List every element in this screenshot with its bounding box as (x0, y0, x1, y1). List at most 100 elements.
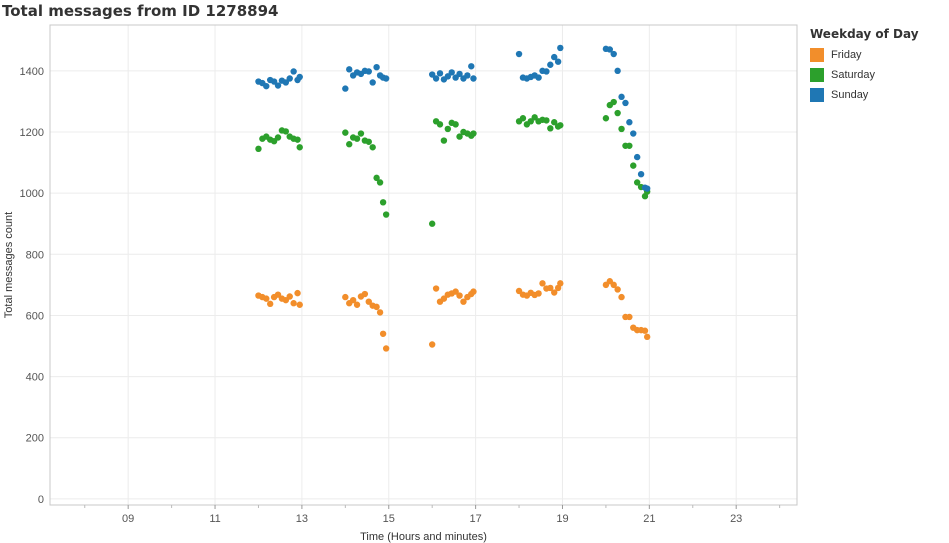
data-point-friday[interactable] (290, 300, 297, 307)
data-point-saturday[interactable] (346, 141, 353, 148)
data-point-saturday[interactable] (630, 162, 637, 169)
data-point-sunday[interactable] (456, 70, 463, 78)
data-point-saturday[interactable] (382, 211, 390, 218)
data-point-saturday[interactable] (519, 115, 527, 122)
data-point-friday[interactable] (539, 280, 546, 287)
data-point-saturday[interactable] (444, 125, 452, 133)
data-point-friday[interactable] (626, 313, 633, 321)
data-point-friday[interactable] (286, 293, 293, 300)
data-point-friday[interactable] (452, 288, 459, 295)
data-point-sunday[interactable] (626, 119, 633, 126)
data-point-sunday[interactable] (436, 70, 444, 77)
data-point-saturday[interactable] (547, 125, 554, 132)
data-point-saturday[interactable] (357, 130, 365, 137)
data-point-sunday[interactable] (610, 50, 617, 58)
data-point-friday[interactable] (547, 284, 554, 292)
data-point-sunday[interactable] (515, 50, 523, 58)
data-point-friday[interactable] (460, 298, 467, 305)
data-point-saturday[interactable] (440, 137, 448, 144)
data-point-saturday[interactable] (365, 138, 372, 145)
data-point-saturday[interactable] (436, 121, 444, 128)
data-point-sunday[interactable] (296, 73, 303, 81)
data-point-friday[interactable] (610, 281, 617, 289)
data-point-sunday[interactable] (614, 67, 621, 75)
data-point-saturday[interactable] (543, 117, 550, 124)
data-point-saturday[interactable] (626, 142, 633, 149)
data-point-saturday[interactable] (614, 109, 621, 117)
data-point-friday[interactable] (428, 341, 436, 348)
data-point-saturday[interactable] (557, 122, 564, 129)
data-point-friday[interactable] (382, 345, 390, 352)
data-point-friday[interactable] (456, 292, 463, 299)
data-point-friday[interactable] (470, 288, 477, 295)
data-point-saturday[interactable] (452, 121, 459, 128)
data-point-saturday[interactable] (428, 220, 436, 227)
data-point-friday[interactable] (618, 293, 625, 301)
data-point-sunday[interactable] (346, 66, 353, 73)
data-point-sunday[interactable] (428, 71, 436, 78)
data-point-friday[interactable] (379, 330, 387, 337)
data-point-saturday[interactable] (618, 125, 625, 133)
data-point-saturday[interactable] (610, 98, 617, 106)
data-point-saturday[interactable] (379, 199, 387, 206)
data-point-friday[interactable] (296, 301, 303, 308)
data-point-sunday[interactable] (444, 73, 452, 80)
data-point-saturday[interactable] (296, 144, 303, 151)
data-point-sunday[interactable] (270, 78, 278, 85)
data-point-friday[interactable] (643, 333, 651, 341)
data-point-friday[interactable] (365, 298, 372, 305)
data-point-saturday[interactable] (373, 174, 380, 182)
data-point-friday[interactable] (535, 290, 542, 297)
data-point-friday[interactable] (557, 280, 564, 287)
data-point-sunday[interactable] (543, 68, 550, 75)
data-point-saturday[interactable] (456, 133, 463, 140)
data-point-saturday[interactable] (527, 118, 534, 125)
data-point-sunday[interactable] (535, 74, 542, 81)
data-point-sunday[interactable] (470, 75, 477, 82)
data-point-friday[interactable] (614, 286, 621, 293)
data-point-saturday[interactable] (353, 135, 361, 142)
data-point-friday[interactable] (263, 295, 270, 302)
data-point-friday[interactable] (440, 295, 448, 302)
legend-item-friday[interactable]: Friday (810, 45, 919, 65)
data-point-sunday[interactable] (382, 75, 390, 82)
legend-item-saturday[interactable]: Saturday (810, 65, 919, 85)
data-point-saturday[interactable] (470, 130, 477, 137)
data-point-sunday[interactable] (365, 68, 372, 75)
data-point-sunday[interactable] (373, 63, 380, 71)
data-point-friday[interactable] (342, 293, 349, 301)
data-point-saturday[interactable] (274, 134, 282, 141)
data-point-sunday[interactable] (547, 61, 554, 68)
data-point-sunday[interactable] (618, 93, 625, 101)
data-point-sunday[interactable] (643, 185, 651, 192)
data-point-friday[interactable] (376, 309, 384, 316)
data-point-sunday[interactable] (369, 79, 376, 86)
data-point-saturday[interactable] (282, 128, 290, 135)
data-point-friday[interactable] (266, 300, 274, 308)
data-point-sunday[interactable] (637, 170, 645, 178)
data-point-saturday[interactable] (294, 136, 301, 143)
data-point-saturday[interactable] (602, 115, 610, 122)
data-point-friday[interactable] (349, 296, 357, 304)
data-point-saturday[interactable] (369, 144, 376, 151)
data-point-friday[interactable] (641, 327, 649, 334)
data-point-friday[interactable] (361, 290, 369, 298)
data-point-sunday[interactable] (448, 69, 455, 76)
data-point-saturday[interactable] (551, 119, 558, 126)
data-point-sunday[interactable] (554, 58, 562, 65)
data-point-sunday[interactable] (557, 44, 564, 52)
data-point-saturday[interactable] (376, 179, 384, 186)
data-point-sunday[interactable] (606, 46, 614, 53)
data-point-sunday[interactable] (290, 68, 297, 75)
data-point-sunday[interactable] (630, 130, 637, 137)
data-point-sunday[interactable] (432, 75, 440, 82)
data-point-sunday[interactable] (286, 75, 293, 82)
data-point-saturday[interactable] (255, 145, 262, 153)
data-point-friday[interactable] (353, 301, 361, 308)
data-point-saturday[interactable] (633, 179, 641, 186)
legend-item-sunday[interactable]: Sunday (810, 85, 919, 105)
data-point-sunday[interactable] (551, 53, 558, 61)
data-point-sunday[interactable] (468, 63, 475, 70)
data-point-sunday[interactable] (263, 82, 270, 90)
data-point-friday[interactable] (551, 289, 558, 296)
